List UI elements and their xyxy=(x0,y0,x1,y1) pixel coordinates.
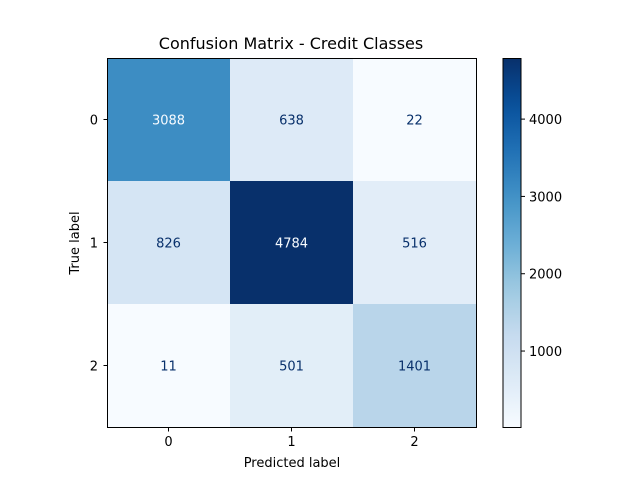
cell-value-label: 638 xyxy=(279,114,304,129)
heatmap-cell xyxy=(230,304,353,427)
cell-value-label: 11 xyxy=(160,360,177,375)
x-tick-label: 0 xyxy=(164,435,172,450)
colorbar-tick-label: 3000 xyxy=(529,190,562,205)
cell-value-label: 501 xyxy=(279,360,304,375)
heatmap-cells: 3088 638 22 826 4784 516 11 501 1401 xyxy=(107,58,476,427)
heatmap-cell xyxy=(353,181,476,304)
colorbar-tick-label: 1000 xyxy=(529,345,562,360)
heatmap-cell xyxy=(107,181,230,304)
y-tick-label: 1 xyxy=(90,237,98,252)
y-tick-label: 0 xyxy=(90,114,98,129)
x-axis-label: Predicted label xyxy=(244,456,341,471)
chart-title: Confusion Matrix - Credit Classes xyxy=(159,34,423,53)
colorbar-tick-label: 4000 xyxy=(529,113,562,128)
colorbar xyxy=(502,58,522,428)
heatmap-cell xyxy=(230,58,353,181)
heatmap-cell xyxy=(107,58,230,181)
heatmap-cell xyxy=(107,304,230,427)
y-axis-label: True label xyxy=(68,211,83,275)
cell-value-label: 826 xyxy=(156,237,181,252)
heatmap-cell xyxy=(230,181,353,304)
cell-value-label: 3088 xyxy=(152,114,185,129)
x-axis-ticks: 0 1 2 xyxy=(164,427,419,450)
cell-value-label: 22 xyxy=(406,114,423,129)
heatmap-cell xyxy=(353,304,476,427)
colorbar-tick-label: 2000 xyxy=(529,268,562,283)
x-tick-label: 2 xyxy=(410,435,418,450)
cell-value-label: 4784 xyxy=(275,237,308,252)
cell-value-label: 1401 xyxy=(398,360,431,375)
y-tick-label: 2 xyxy=(90,360,98,375)
x-tick-label: 1 xyxy=(287,435,295,450)
y-axis-ticks: 0 1 2 xyxy=(90,114,108,375)
heatmap-cell xyxy=(353,58,476,181)
cell-value-label: 516 xyxy=(402,237,427,252)
colorbar-ticks: 1000 2000 3000 4000 xyxy=(521,113,562,360)
